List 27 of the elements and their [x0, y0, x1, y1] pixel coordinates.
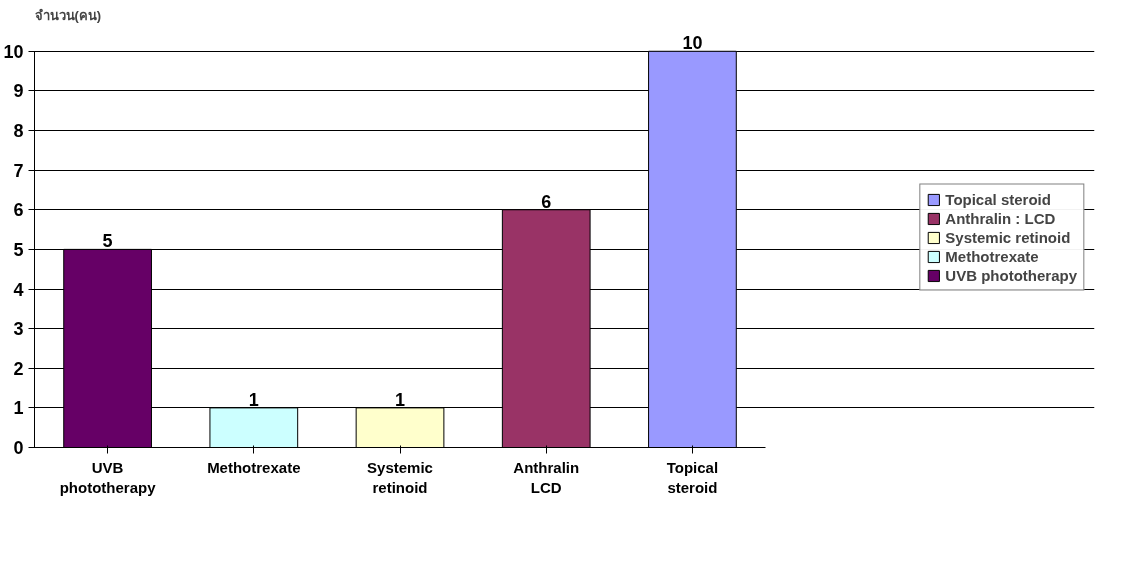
x-tick-label: UVB phototherapy — [59, 458, 157, 496]
y-tick-label: 5 — [13, 239, 24, 260]
x-tick-label: Methotrexate — [207, 458, 301, 476]
legend-label: UVB phototherapy — [945, 266, 1077, 284]
x-tick-label: Systemic retinoid — [367, 458, 433, 496]
y-tick-label: 7 — [13, 160, 24, 181]
legend-label: Methotrexate — [945, 247, 1039, 265]
legend-label: Topical steroid — [945, 190, 1051, 208]
legend-label: Anthralin : LCD — [945, 209, 1056, 227]
data-label: 1 — [248, 389, 259, 410]
y-tick-label: 8 — [13, 121, 24, 142]
y-tick-label: 4 — [13, 279, 24, 300]
data-label: 10 — [682, 33, 703, 54]
x-tick-label: Anthralin LCD — [513, 458, 580, 496]
y-tick-label: 10 — [3, 41, 24, 62]
legend-label: Systemic retinoid — [945, 228, 1071, 246]
y-tick-label: 2 — [13, 358, 24, 379]
y-tick-label: 0 — [13, 438, 24, 458]
y-tick-label: 6 — [13, 200, 24, 221]
data-label: 5 — [102, 231, 113, 252]
y-tick-label: 3 — [13, 319, 24, 340]
x-tick-label: Topical steroid — [666, 458, 719, 496]
data-label: 1 — [395, 389, 406, 410]
y-tick-label: 9 — [13, 81, 24, 102]
data-label: 6 — [541, 191, 552, 212]
y-tick-label: 1 — [13, 398, 24, 419]
y-axis-title: จำนวน(คน) — [34, 7, 102, 23]
